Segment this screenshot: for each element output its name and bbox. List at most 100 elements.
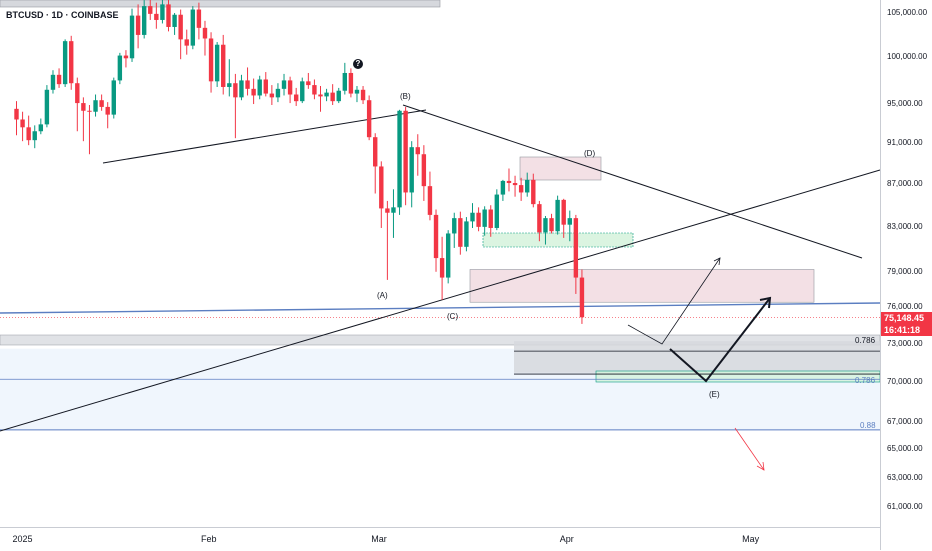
red-down-arrow	[734, 427, 765, 471]
candle-body	[482, 209, 487, 227]
candle-body	[397, 110, 402, 208]
projection-path-alt	[627, 257, 721, 345]
candle-body	[336, 90, 341, 102]
lower-trendline	[102, 109, 427, 164]
green-zone-box-2	[595, 370, 881, 383]
candle-body	[87, 110, 92, 112]
candle-body	[427, 186, 433, 215]
candle-body	[111, 80, 116, 115]
top-zone-box	[0, 0, 441, 8]
time-axis[interactable]: 2025 Feb Mar Apr May	[0, 527, 880, 551]
price-tick-label: 79,000.00	[887, 266, 923, 276]
candle-body	[500, 180, 506, 195]
target-zone-box	[514, 341, 880, 373]
candle-body	[160, 4, 165, 20]
candle-body	[105, 106, 110, 115]
projection-arrow-main	[759, 296, 772, 309]
time-tick-label: Feb	[200, 534, 217, 544]
candle-body	[32, 131, 37, 141]
candle-body	[306, 81, 311, 86]
wave-label-c: (C)	[447, 312, 459, 321]
candle-body	[245, 80, 250, 89]
wave-label-b: (B)	[400, 92, 411, 101]
candle-body	[433, 214, 439, 259]
candle-body	[439, 258, 445, 278]
candle-body	[385, 208, 390, 213]
candle-body	[518, 185, 524, 193]
candle-body	[26, 127, 31, 141]
candle-body	[506, 180, 512, 184]
candle-body	[464, 221, 469, 247]
candle-body	[348, 72, 354, 94]
price-tick-label: 95,000.00	[887, 99, 923, 109]
rising-trendline	[0, 169, 881, 432]
candle-body	[196, 9, 202, 28]
candle-body	[233, 83, 238, 98]
candle-body	[38, 124, 44, 132]
time-tick-label: Apr	[559, 534, 574, 544]
candle-body	[141, 6, 147, 35]
candle-body	[190, 9, 196, 46]
candle-body	[269, 93, 275, 98]
candle-body	[166, 4, 171, 27]
candle-body	[148, 6, 153, 14]
candle-body	[476, 212, 481, 227]
resistance-zone-box	[469, 269, 815, 303]
candle-body	[458, 218, 463, 247]
candle-body	[81, 103, 86, 111]
candle-body	[214, 44, 220, 82]
projection-path-main	[669, 297, 771, 383]
wave-label-d: (D)	[584, 149, 596, 158]
candle-body	[555, 199, 560, 232]
candle-body	[567, 218, 572, 225]
candle-body	[184, 39, 189, 46]
current-price: 75,148.45	[884, 313, 925, 323]
candle-body	[44, 89, 50, 125]
candle-body	[512, 183, 518, 186]
candle-body	[537, 204, 542, 233]
price-axis[interactable]: 105,000.00 100,000.00 95,000.00 91,000.00 87…	[880, 0, 932, 550]
ticker-label: BTCUSD · 1D · COINBASE	[4, 10, 121, 20]
wave-label-a: (A)	[377, 291, 388, 300]
candle-body	[178, 14, 183, 40]
candle-body	[324, 92, 329, 97]
candle-body	[69, 41, 74, 84]
price-tick-label: 83,000.00	[887, 221, 923, 231]
price-tick-label: 91,000.00	[887, 138, 923, 148]
time-tick-label: 2025	[12, 534, 33, 544]
candle-body	[543, 218, 548, 233]
candle-body	[75, 83, 80, 104]
candle-body	[573, 218, 579, 278]
candle-body	[257, 79, 262, 96]
plot-area[interactable]	[0, 0, 881, 527]
candle-body	[227, 83, 232, 87]
candle-body	[287, 80, 293, 95]
price-tick-label: 73,000.00	[887, 338, 923, 348]
candle-body	[117, 55, 123, 81]
fib-label-0786-a: 0.786	[855, 336, 876, 345]
candle-body	[366, 100, 372, 138]
candle-body	[354, 89, 360, 94]
candle-body	[373, 137, 378, 167]
green-zone-box	[482, 232, 634, 248]
candle-body	[135, 15, 141, 35]
candle-body	[281, 80, 287, 89]
price-tick-label: 105,000.00	[887, 8, 928, 17]
candle-body	[342, 72, 348, 91]
candle-body	[20, 119, 25, 128]
candle-body	[300, 81, 305, 102]
price-tick-label: 76,000.00	[887, 302, 923, 311]
price-tick-label: 70,000.00	[887, 376, 923, 386]
blue-support-line	[0, 302, 881, 314]
question-icon[interactable]: ?	[353, 59, 363, 69]
candle-body	[172, 14, 177, 27]
candle-body	[360, 89, 366, 101]
red-down-arrow-head	[756, 461, 765, 471]
candle-body	[239, 80, 244, 98]
candle-body	[525, 179, 530, 193]
candle-body	[208, 38, 214, 82]
time-tick-label: Mar	[371, 534, 387, 544]
candle-body	[531, 179, 536, 205]
candle-body	[50, 74, 56, 90]
